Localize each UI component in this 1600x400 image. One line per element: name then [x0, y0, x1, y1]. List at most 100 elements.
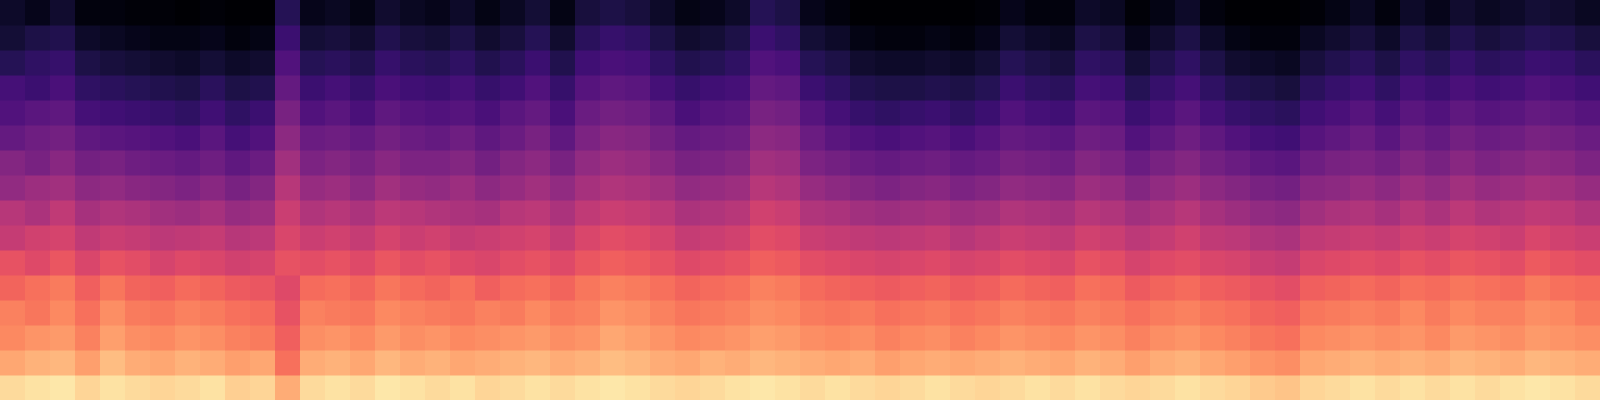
cell — [75, 325, 101, 351]
cell — [150, 250, 176, 276]
cell — [650, 300, 676, 326]
cell — [825, 325, 851, 351]
cell — [275, 150, 301, 176]
cell — [1425, 200, 1451, 226]
cell — [850, 150, 876, 176]
cell — [1225, 25, 1251, 51]
cell — [400, 200, 426, 226]
cell — [975, 375, 1001, 400]
cell — [475, 275, 501, 301]
cell — [275, 50, 301, 76]
cell — [325, 325, 351, 351]
cell — [0, 150, 26, 176]
cell — [400, 50, 426, 76]
cell — [1275, 250, 1301, 276]
cell — [1275, 325, 1301, 351]
cell — [1325, 0, 1351, 26]
cell — [1350, 0, 1376, 26]
cell — [1000, 50, 1026, 76]
cell — [1200, 175, 1226, 201]
cell — [875, 200, 901, 226]
cell — [275, 0, 301, 26]
cell — [850, 225, 876, 251]
cell — [400, 250, 426, 276]
cell — [850, 75, 876, 101]
cell — [1300, 150, 1326, 176]
cell — [25, 225, 51, 251]
cell — [1200, 225, 1226, 251]
cell — [1475, 175, 1501, 201]
cell — [1575, 75, 1600, 101]
cell — [1025, 325, 1051, 351]
cell — [725, 250, 751, 276]
cell — [1375, 250, 1401, 276]
cell — [1025, 375, 1051, 400]
cell — [1100, 25, 1126, 51]
cell — [375, 75, 401, 101]
cell — [525, 300, 551, 326]
cell — [1550, 75, 1576, 101]
cell — [175, 50, 201, 76]
cell — [850, 200, 876, 226]
cell — [450, 25, 476, 51]
cell — [1250, 50, 1276, 76]
cell — [375, 350, 401, 376]
cell — [275, 300, 301, 326]
cell — [875, 300, 901, 326]
cell — [775, 75, 801, 101]
cell — [350, 250, 376, 276]
cell — [825, 50, 851, 76]
spectrogram — [0, 0, 1600, 400]
cell — [650, 250, 676, 276]
cell — [1400, 0, 1426, 26]
cell — [1425, 375, 1451, 400]
cell — [75, 375, 101, 400]
cell — [350, 100, 376, 126]
cell — [200, 50, 226, 76]
cell — [1425, 0, 1451, 26]
cell — [25, 25, 51, 51]
cell — [500, 150, 526, 176]
cell — [500, 25, 526, 51]
cell — [825, 225, 851, 251]
cell — [1325, 300, 1351, 326]
cell — [825, 250, 851, 276]
cell — [1475, 75, 1501, 101]
cell — [1050, 200, 1076, 226]
cell — [1250, 0, 1276, 26]
cell — [75, 0, 101, 26]
cell — [450, 250, 476, 276]
cell — [375, 175, 401, 201]
cell — [1000, 0, 1026, 26]
cell — [250, 300, 276, 326]
cell — [1150, 375, 1176, 400]
cell — [475, 25, 501, 51]
cell — [225, 300, 251, 326]
cell — [975, 50, 1001, 76]
cell — [175, 0, 201, 26]
cell — [1075, 100, 1101, 126]
cell — [50, 275, 76, 301]
cell — [125, 50, 151, 76]
cell — [100, 50, 126, 76]
cell — [575, 50, 601, 76]
cell — [700, 200, 726, 226]
cell — [525, 225, 551, 251]
cell — [550, 300, 576, 326]
cell — [175, 125, 201, 151]
cell — [825, 200, 851, 226]
cell — [675, 250, 701, 276]
cell — [425, 200, 451, 226]
cell — [1050, 325, 1076, 351]
cell — [475, 200, 501, 226]
cell — [525, 50, 551, 76]
cell — [1325, 25, 1351, 51]
cell — [700, 150, 726, 176]
cell — [925, 200, 951, 226]
cell — [775, 325, 801, 351]
cell — [750, 125, 776, 151]
cell — [1225, 375, 1251, 400]
cell — [325, 200, 351, 226]
cell — [750, 250, 776, 276]
cell — [25, 300, 51, 326]
